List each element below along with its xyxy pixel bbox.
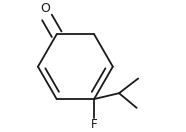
Text: O: O (40, 2, 50, 15)
Text: F: F (91, 117, 97, 131)
